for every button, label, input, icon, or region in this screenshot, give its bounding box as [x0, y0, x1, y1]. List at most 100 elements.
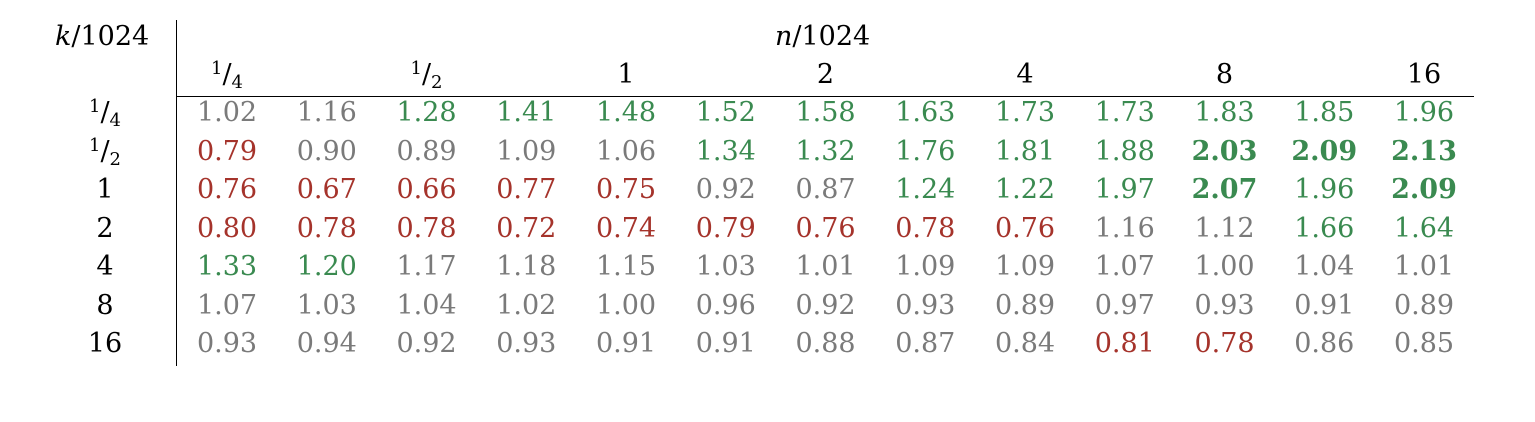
table-cell: 1.12 — [1194, 212, 1255, 244]
table-cell: 1.85 — [1294, 97, 1355, 128]
table-cell: 0.79 — [695, 212, 756, 244]
fraction-denominator: 2 — [431, 72, 443, 93]
table-cell: 0.77 — [496, 174, 557, 205]
column-header: 8 — [1215, 59, 1234, 90]
row-header: 4 — [96, 251, 114, 282]
table-cell: 1.16 — [1094, 212, 1155, 244]
table-cell: 1.83 — [1194, 97, 1255, 128]
table-cell: 1.09 — [994, 251, 1056, 282]
table-cell: 0.78 — [1194, 328, 1255, 359]
table-cell: 1.09 — [895, 251, 956, 282]
table-cell: 1.15 — [595, 251, 657, 282]
table-cell: 0.76 — [994, 212, 1056, 244]
table-cell: 0.89 — [396, 135, 457, 167]
table-cell: 0.79 — [196, 135, 258, 167]
table-cell: 0.78 — [396, 212, 457, 244]
table-cell: 1.48 — [595, 97, 657, 128]
table-cell: 1.00 — [595, 289, 657, 321]
table-cell: 1.22 — [994, 174, 1056, 205]
table-cell: 1.73 — [994, 97, 1056, 128]
table-cell: 1.20 — [296, 251, 357, 282]
table-cell: 1.04 — [396, 289, 457, 321]
fraction-numerator: 1 — [88, 96, 101, 117]
fraction-denominator: 4 — [109, 110, 122, 131]
table-cell: 0.88 — [795, 328, 856, 359]
table-cell: 1.16 — [296, 97, 357, 128]
column-header: 2 — [816, 59, 835, 90]
table-cell: 1.81 — [994, 135, 1056, 167]
table-cell: 0.78 — [296, 212, 357, 244]
table-cell: 0.81 — [1094, 328, 1155, 359]
table-cell: 1.24 — [895, 174, 956, 205]
table-cell: 0.92 — [695, 174, 756, 205]
table-cell: 1.41 — [496, 97, 557, 128]
table-cell: 1.18 — [496, 251, 557, 282]
fraction-numerator: 1 — [410, 58, 422, 79]
table-cell: 0.76 — [196, 174, 258, 205]
table-cell: 1.02 — [196, 97, 258, 128]
table-cell: 2.09 — [1291, 135, 1358, 167]
table-cell: 0.93 — [895, 289, 956, 321]
table-cell: 0.91 — [1294, 289, 1355, 321]
table-cell: 0.93 — [196, 328, 258, 359]
row-axis-denominator: /1024 — [71, 21, 150, 52]
table-cell: 0.90 — [296, 135, 357, 167]
table-cell: 1.76 — [895, 135, 956, 167]
column-header: 16 — [1406, 59, 1442, 90]
table-cell: 0.76 — [795, 212, 856, 244]
table-cell: 1.66 — [1294, 212, 1355, 244]
table-cell: 1.17 — [396, 251, 457, 282]
row-header: 8 — [96, 289, 114, 321]
table-cell: 1.58 — [795, 97, 856, 128]
fraction-slash: / — [100, 135, 110, 167]
table-cell: 1.07 — [196, 289, 258, 321]
row-axis-label: k/1024 — [55, 22, 149, 52]
table-cell: 1.64 — [1393, 212, 1455, 244]
table-cell: 0.75 — [595, 174, 657, 205]
fraction-slash: / — [100, 97, 110, 128]
fraction-slash: / — [222, 59, 232, 90]
table-cell: 1.73 — [1094, 97, 1155, 128]
table-cell: 1.88 — [1094, 135, 1155, 167]
row-header: 1/4 — [88, 96, 122, 131]
row-header: 1 — [96, 174, 114, 205]
table-cell: 1.96 — [1393, 97, 1455, 128]
table-cell: 0.87 — [795, 174, 856, 205]
table-cell: 0.74 — [595, 212, 657, 244]
table-cell: 2.13 — [1391, 135, 1457, 167]
column-header: 4 — [1016, 59, 1034, 90]
fraction-slash: / — [421, 59, 432, 90]
table-cell: 1.97 — [1094, 174, 1155, 205]
table-cell: 1.02 — [496, 289, 557, 321]
table-cell: 0.91 — [595, 328, 657, 359]
table-cell: 2.07 — [1191, 174, 1258, 205]
table-cell: 1.32 — [795, 135, 856, 167]
table-cell: 0.93 — [1194, 289, 1255, 321]
table-cell: 1.52 — [695, 97, 756, 128]
table-cell: 1.03 — [695, 251, 756, 282]
column-axis-label: n/1024 — [775, 22, 870, 52]
fraction-denominator: 4 — [231, 72, 244, 93]
fraction-denominator: 2 — [109, 148, 122, 170]
row-header: 2 — [96, 212, 114, 244]
table-cell: 0.92 — [795, 289, 856, 321]
table-cell: 1.96 — [1294, 174, 1355, 205]
column-axis-variable: n — [775, 21, 793, 52]
fraction-numerator: 1 — [210, 58, 223, 79]
table-cell: 1.63 — [895, 97, 956, 128]
table-cell: 1.07 — [1094, 251, 1155, 282]
table-cell: 1.28 — [396, 97, 457, 128]
table-cell: 0.85 — [1393, 328, 1455, 359]
table-cell: 1.09 — [496, 135, 557, 167]
table-cell: 0.91 — [695, 328, 756, 359]
table-cell: 0.66 — [396, 174, 457, 205]
table-cell: 0.92 — [396, 328, 457, 359]
column-header: 1 — [617, 59, 635, 90]
table-cell: 0.78 — [895, 212, 956, 244]
table-cell: 0.94 — [296, 328, 357, 359]
table-cell: 2.03 — [1191, 135, 1258, 167]
table-cell: 1.01 — [795, 251, 856, 282]
table-cell: 0.96 — [695, 289, 756, 321]
table-cell: 1.34 — [695, 135, 756, 167]
table-cell: 0.87 — [895, 328, 956, 359]
